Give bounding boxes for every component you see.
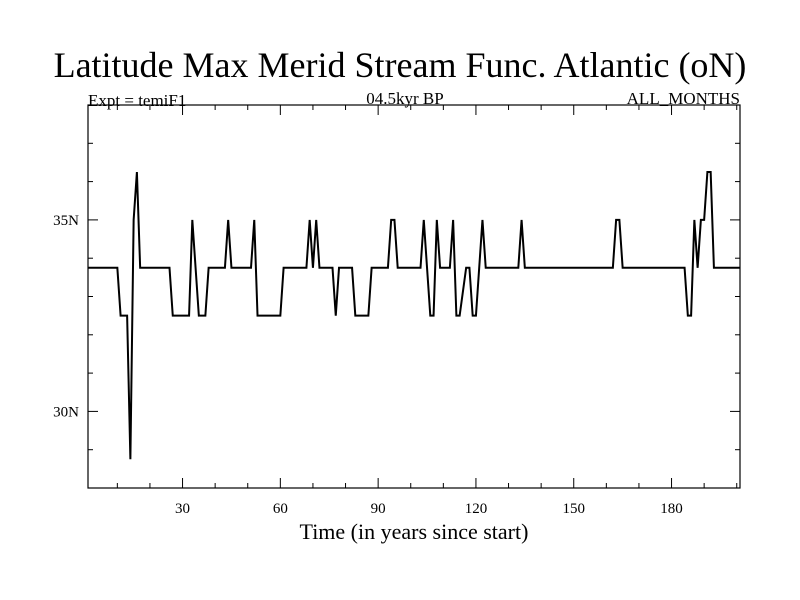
months-label: ALL_MONTHS xyxy=(626,89,740,108)
period-label: 04.5kyr BP xyxy=(366,89,444,108)
axis-tick-labels: 30 60 90 120 150 180 30N 35N xyxy=(53,213,683,517)
y-tick-label: 30N xyxy=(53,404,79,420)
x-axis-label: Time (in years since start) xyxy=(299,519,529,544)
x-tick-label: 120 xyxy=(465,501,488,517)
x-tick-label: 180 xyxy=(660,501,683,517)
series-line xyxy=(88,171,740,460)
x-tick-label: 60 xyxy=(273,501,288,517)
x-tick-label: 90 xyxy=(371,501,386,517)
axis-ticks xyxy=(88,105,740,488)
chart-title: Latitude Max Merid Stream Func. Atlantic… xyxy=(53,45,747,85)
x-tick-label: 30 xyxy=(175,501,190,517)
y-tick-label: 35N xyxy=(53,213,79,229)
x-tick-label: 150 xyxy=(562,501,585,517)
plot-frame xyxy=(87,104,741,489)
